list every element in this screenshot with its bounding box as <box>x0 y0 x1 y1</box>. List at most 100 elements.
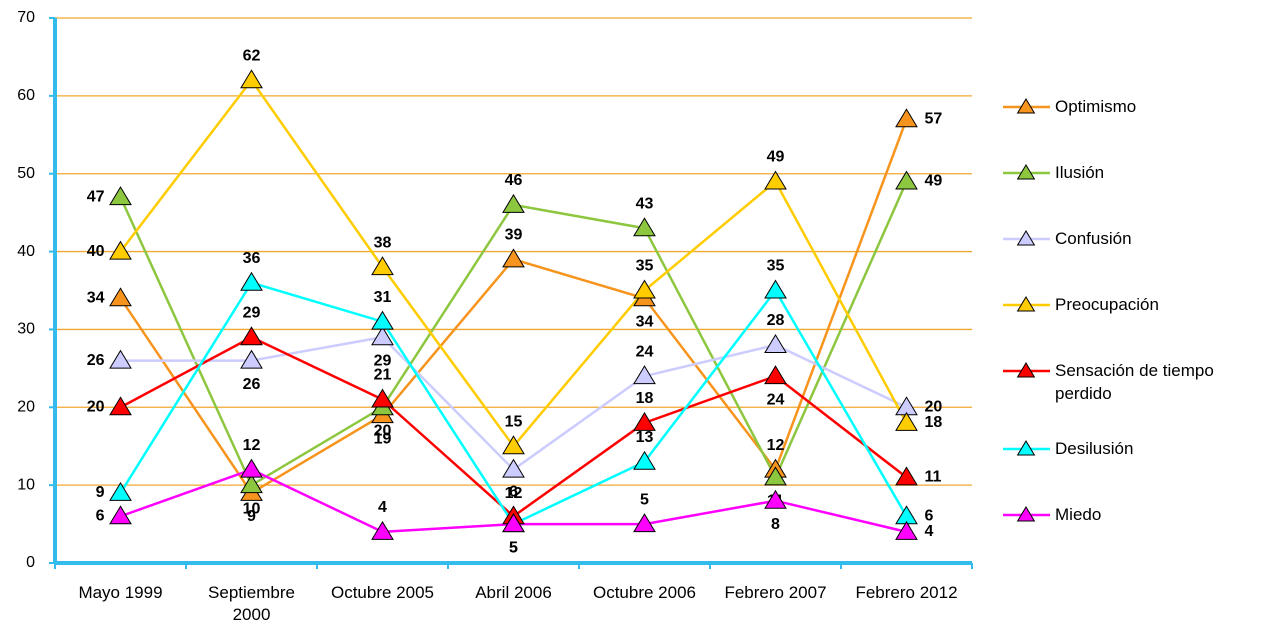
marker <box>371 256 394 276</box>
marker <box>764 365 787 385</box>
data-label: 19 <box>374 430 392 447</box>
marker <box>502 193 525 213</box>
data-label: 4 <box>925 523 934 540</box>
marker <box>764 279 787 299</box>
marker <box>764 170 787 190</box>
marker <box>633 217 656 237</box>
data-label: 29 <box>374 352 392 369</box>
data-label: 28 <box>767 312 785 329</box>
data-label: 18 <box>925 414 943 431</box>
legend-marker <box>1016 362 1036 378</box>
data-label: 20 <box>87 399 105 416</box>
data-label: 5 <box>509 539 518 556</box>
marker <box>371 520 394 540</box>
marker <box>240 69 263 89</box>
marker <box>109 349 132 369</box>
data-label: 6 <box>96 508 105 525</box>
legend-marker <box>1016 98 1036 114</box>
data-label: 34 <box>636 314 654 331</box>
legend-marker <box>1016 506 1036 522</box>
data-label: 31 <box>374 289 392 306</box>
data-label: 18 <box>636 390 654 407</box>
marker <box>764 334 787 353</box>
marker <box>371 310 394 330</box>
legend-label: Ilusión <box>1055 163 1105 182</box>
data-label: 34 <box>87 290 105 307</box>
data-label: 24 <box>767 391 785 408</box>
data-label: 24 <box>636 343 654 360</box>
data-label: 5 <box>640 491 649 508</box>
data-label: 12 <box>243 437 261 454</box>
marker <box>109 287 132 307</box>
data-label: 4 <box>378 499 387 516</box>
marker <box>895 108 918 128</box>
data-label: 6 <box>925 508 934 525</box>
data-label: 5 <box>509 539 518 556</box>
data-label: 10 <box>243 500 261 517</box>
data-label: 12 <box>767 437 785 454</box>
y-tick-label: 10 <box>17 476 35 493</box>
legend-marker <box>1016 440 1036 456</box>
marker <box>371 326 394 346</box>
marker <box>109 186 132 206</box>
data-label: 6 <box>509 484 518 501</box>
legend-label: Sensación de tiempo perdido <box>1055 361 1214 403</box>
data-label: 13 <box>636 429 654 446</box>
x-tick-label: Octubre 2005 <box>330 583 434 602</box>
data-label: 36 <box>243 250 261 267</box>
data-label: 21 <box>374 367 392 384</box>
marker <box>109 481 132 501</box>
y-tick-label: 50 <box>17 165 35 182</box>
marker <box>764 466 787 486</box>
data-label: 8 <box>771 516 780 533</box>
data-label: 35 <box>767 258 785 275</box>
y-tick-label: 20 <box>17 399 35 416</box>
data-label: 43 <box>636 195 654 212</box>
data-label: 20 <box>925 399 943 416</box>
legend-label: Optimismo <box>1055 97 1137 116</box>
x-tick-label: Octubre 2006 <box>592 583 696 602</box>
marker <box>895 520 918 540</box>
data-label: 15 <box>505 413 523 430</box>
data-label: 9 <box>247 508 256 525</box>
data-label: 12 <box>505 485 523 502</box>
data-label: 46 <box>505 172 523 189</box>
data-label: 20 <box>374 423 392 440</box>
data-label: 35 <box>636 258 654 275</box>
data-label: 9 <box>96 484 105 501</box>
x-tick-label: Abril 2006 <box>475 583 552 602</box>
marker <box>633 279 656 299</box>
marker <box>633 411 656 431</box>
x-tick-label: Febrero 2012 <box>855 583 958 602</box>
data-label: 49 <box>767 149 785 166</box>
marker <box>240 271 263 291</box>
data-label: 11 <box>925 469 942 486</box>
marker <box>895 466 918 486</box>
legend-marker <box>1016 296 1036 312</box>
marker <box>895 411 918 431</box>
data-label: 62 <box>243 48 261 65</box>
data-label: 39 <box>505 227 523 244</box>
data-label: 49 <box>925 173 943 190</box>
marker <box>240 458 263 478</box>
marker <box>633 365 656 385</box>
marker <box>240 474 263 494</box>
marker <box>371 388 394 408</box>
x-tick-label: Septiembre 2000 <box>208 583 295 624</box>
data-label: 57 <box>925 110 943 127</box>
marker <box>764 489 787 509</box>
data-label: 29 <box>243 304 261 321</box>
data-label: 40 <box>87 243 105 260</box>
y-tick-label: 30 <box>17 321 35 338</box>
y-tick-label: 0 <box>26 554 35 571</box>
data-label: 47 <box>87 188 105 205</box>
marker <box>502 513 525 533</box>
data-label: 26 <box>243 376 261 393</box>
marker <box>502 435 525 455</box>
marker <box>240 349 263 369</box>
marker <box>895 170 918 190</box>
marker <box>633 450 656 470</box>
y-tick-label: 60 <box>17 87 35 104</box>
marker <box>109 396 132 416</box>
